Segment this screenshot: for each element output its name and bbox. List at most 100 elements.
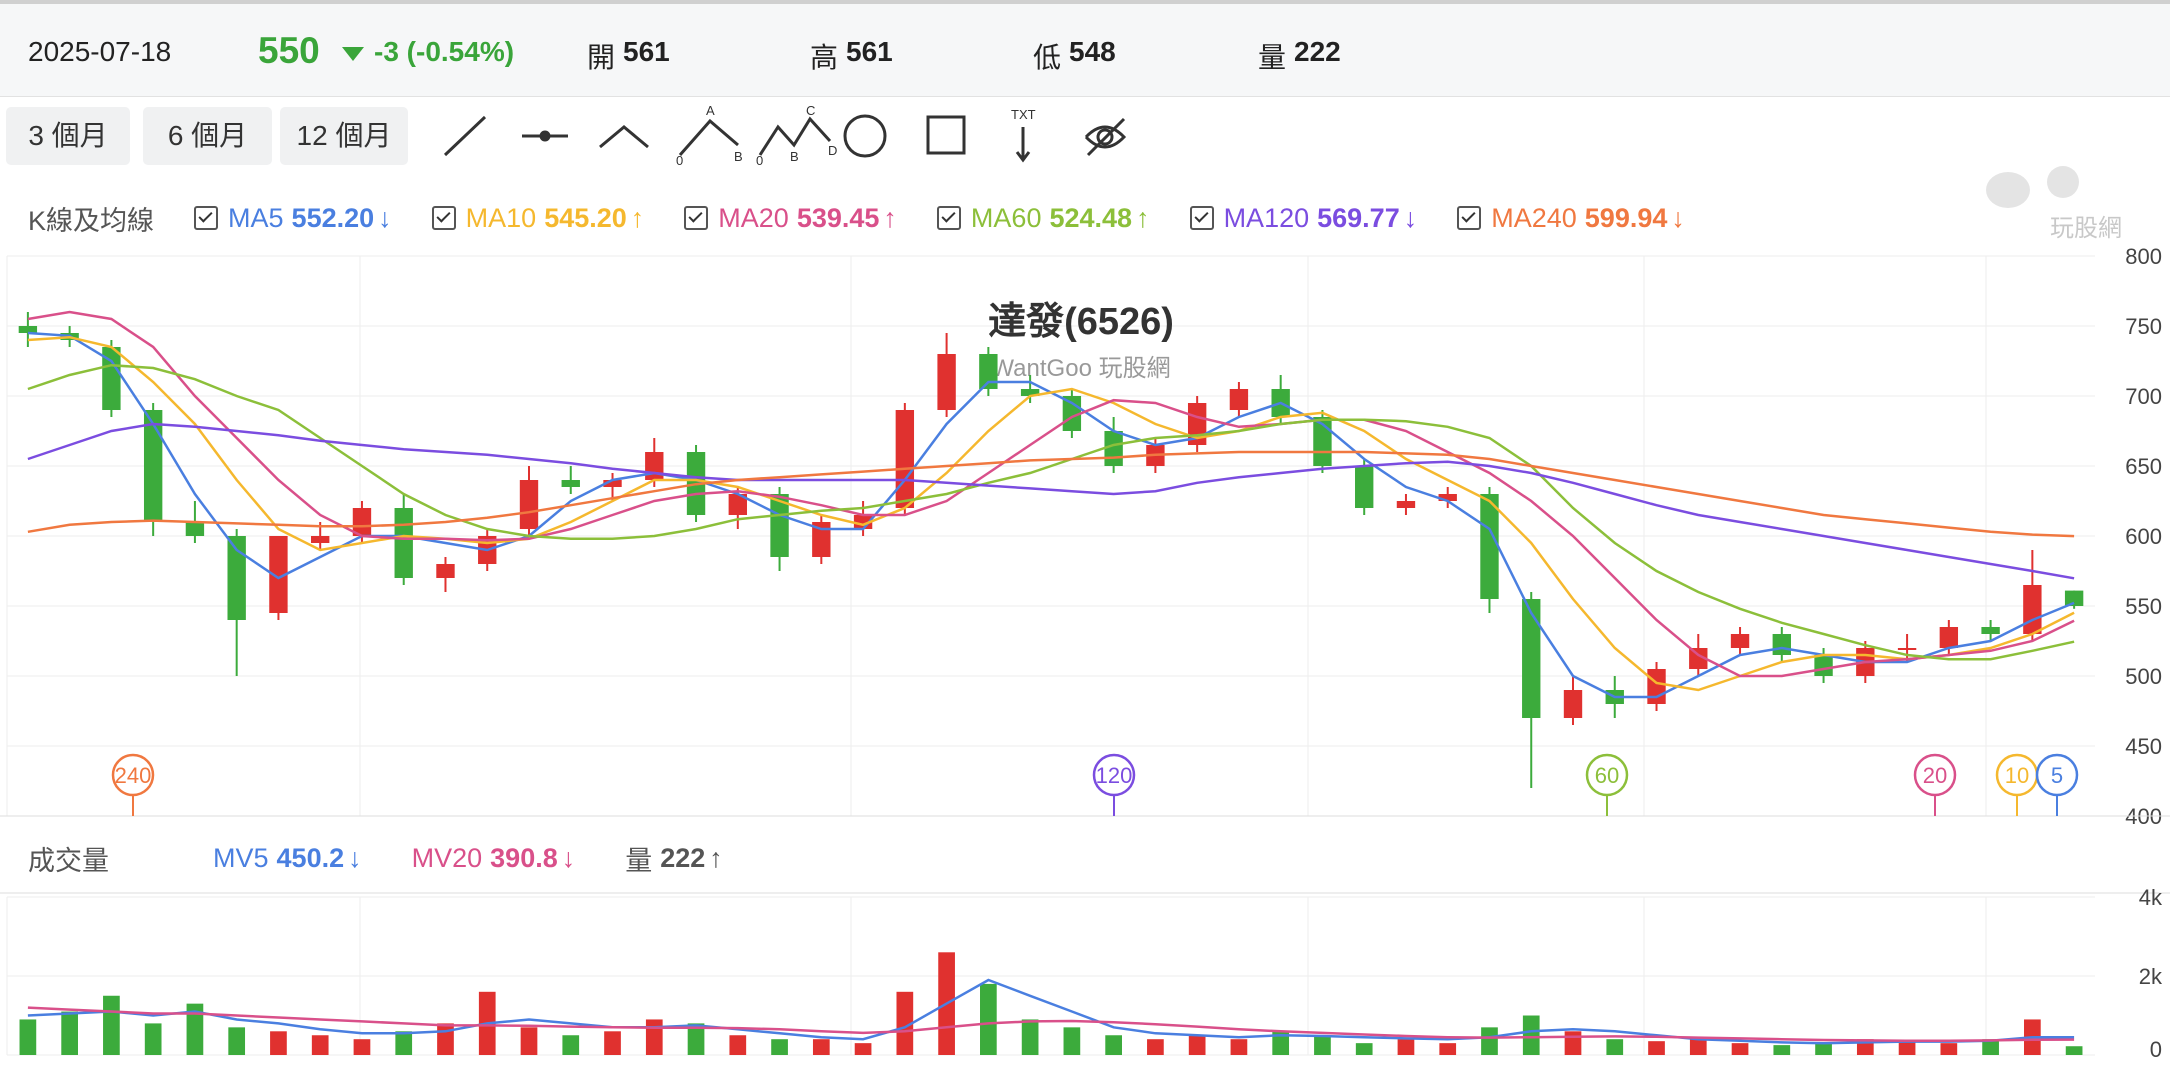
volume-bar — [1773, 1045, 1791, 1055]
tool-label: C — [806, 105, 815, 118]
volume-bar — [812, 1039, 830, 1055]
volume-bar — [1940, 1043, 1958, 1055]
tool-hide[interactable] — [1084, 117, 1127, 157]
tool-label: B — [790, 149, 799, 164]
candle-body — [895, 410, 915, 508]
y-tick-label: 800 — [2125, 244, 2162, 269]
tool-text[interactable] — [1015, 127, 1031, 163]
legend-name: MA20 — [718, 202, 789, 233]
down-arrow — [342, 47, 364, 61]
legend-value: 552.20 — [291, 202, 375, 233]
candle-body — [519, 480, 539, 529]
checkbox[interactable] — [936, 206, 961, 230]
stat-value: 548 — [1069, 36, 1116, 67]
legend-trend: ↓ — [378, 202, 392, 233]
tool-line[interactable] — [443, 115, 487, 157]
volume-bar — [1397, 1039, 1415, 1055]
ma-marker — [111, 753, 155, 797]
volume-bar — [103, 995, 120, 1055]
range-button[interactable]: 3 個月 — [6, 107, 130, 165]
legend-value: 222 — [660, 842, 706, 873]
ma-marker — [2035, 753, 2079, 797]
volume-bar — [353, 1039, 371, 1055]
volume-bar — [1648, 1041, 1665, 1055]
stat-value: 222 — [1294, 36, 1341, 67]
tool-abc[interactable] — [678, 118, 739, 156]
legend-item[interactable]: MA240 599.94 ↓ — [1457, 203, 1685, 234]
legend-value: 569.77 — [1317, 202, 1400, 233]
volume-bar — [1481, 1027, 1498, 1055]
ma-line — [27, 335, 2075, 692]
volume-bar — [1815, 1043, 1832, 1055]
candle-body — [436, 564, 455, 578]
legend-name: MA10 — [465, 202, 537, 233]
checkbox[interactable] — [1189, 206, 1214, 230]
ma-marker — [1092, 753, 1136, 797]
legend-item[interactable]: MA60 524.48 ↑ — [936, 202, 1150, 234]
checkbox[interactable] — [1457, 206, 1482, 230]
volume-bar — [687, 1023, 705, 1055]
volume-bar — [186, 1003, 204, 1055]
volume-bar — [1731, 1043, 1749, 1055]
volume-bar — [562, 1035, 580, 1055]
legend-value: 524.48 — [1049, 202, 1133, 233]
legend-trend: ↑ — [630, 202, 645, 233]
y-tick-label: 500 — [2125, 664, 2162, 689]
stat-label: 量 — [1258, 42, 1287, 73]
candle-body — [1897, 648, 1917, 650]
watermark: 玩股網 — [2050, 215, 2122, 242]
tool-angle[interactable] — [599, 125, 649, 149]
legend-name: MA120 — [1223, 202, 1310, 233]
ma-marker — [1585, 753, 1629, 797]
tool-label: A — [706, 105, 715, 118]
legend-title: K線及均線 — [28, 205, 155, 236]
legend-item[interactable]: MA10 545.20 ↑ — [431, 202, 645, 234]
date: 2025-07-18 — [28, 36, 172, 67]
candle-body — [1522, 599, 1541, 718]
candle-body — [979, 354, 998, 389]
candle-body — [1396, 501, 1416, 508]
legend-name: 量 — [625, 845, 653, 876]
legend-value: 599.94 — [1584, 202, 1668, 233]
legend-trend: ↓ — [1671, 202, 1685, 233]
tool-rect[interactable] — [926, 115, 966, 155]
legend-item[interactable]: MA5 552.20 ↓ — [194, 203, 392, 234]
candle-body — [1229, 389, 1249, 410]
legend-name: MA240 — [1491, 202, 1577, 233]
ma-marker — [1913, 753, 1957, 797]
volume-bar — [1606, 1039, 1624, 1055]
y-tick-label: 550 — [2125, 594, 2162, 619]
range-button[interactable]: 12 個月 — [280, 107, 408, 165]
checkbox[interactable] — [684, 206, 709, 230]
mv-line — [27, 1006, 2075, 1043]
y-tick-label: 650 — [2125, 454, 2162, 479]
tool-hline[interactable] — [522, 130, 568, 142]
legend-item[interactable]: MA120 569.77 ↓ — [1189, 202, 1417, 234]
tool-abcd[interactable] — [758, 116, 832, 156]
volume-bar — [980, 983, 997, 1055]
y-tick-label: 600 — [2125, 524, 2162, 549]
y-tick-label: 4k — [2139, 885, 2163, 910]
y-tick-label: 450 — [2125, 734, 2162, 759]
marker-label: 20 — [1923, 763, 1947, 788]
legend-item[interactable]: MA20 539.45 ↑ — [684, 203, 897, 234]
volume-bar — [270, 1031, 287, 1055]
tool-label: 0 — [756, 153, 763, 167]
marker-label: 10 — [2005, 763, 2029, 788]
volume-bar — [1439, 1043, 1457, 1055]
checkbox[interactable] — [194, 206, 219, 230]
volume-bar — [729, 1035, 747, 1055]
tool-label: TXT — [1011, 107, 1036, 122]
y-tick-label: 750 — [2125, 314, 2162, 339]
candle-body — [561, 480, 580, 487]
ma-line — [27, 331, 2075, 699]
legend-item: MV5 450.2 ↓ — [213, 843, 362, 874]
candle-body — [1939, 627, 1959, 648]
checkbox[interactable] — [431, 206, 456, 230]
candle-body — [2064, 590, 2084, 606]
candle-body — [645, 452, 664, 480]
candle-body — [1480, 494, 1499, 599]
range-button[interactable]: 6 個月 — [143, 107, 272, 165]
tool-circle[interactable] — [843, 114, 887, 158]
candle-body — [352, 508, 372, 536]
